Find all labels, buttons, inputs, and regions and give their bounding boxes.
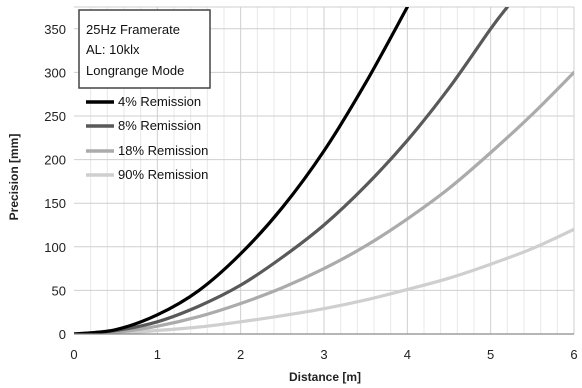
y-tick-label: 0 [59,327,66,342]
series-line-8-remission [74,7,509,334]
info-line-3: Longrange Mode [86,63,184,78]
x-tick-label: 5 [487,347,494,362]
info-line-2: AL: 10klx [86,42,140,57]
y-tick-label: 200 [44,153,66,168]
series-lines [74,7,574,334]
y-tick-label: 100 [44,240,66,255]
x-tick-label: 2 [237,347,244,362]
x-tick-label: 0 [70,347,77,362]
x-axis-title: Distance [m] [289,370,361,384]
series-line-4-remission [74,7,409,334]
axes: 0 1 2 3 4 5 6 0 50 100 150 200 250 300 350 [44,22,577,362]
series-line-18-remission [74,70,574,334]
y-tick-label: 150 [44,196,66,211]
legend-label: 18% Remission [118,143,208,158]
x-tick-label: 6 [570,347,577,362]
x-tick-label: 4 [404,347,411,362]
legend-label: 4% Remission [118,94,201,109]
legend-label: 90% Remission [118,167,208,182]
info-line-1: 25Hz Framerate [86,22,180,37]
series-line-90-remission [74,227,574,334]
legend: 4% Remission 8% Remission 18% Remission 90%… [86,94,208,182]
legend-label: 8% Remission [118,118,201,133]
y-tick-label: 50 [52,283,66,298]
x-tick-label: 3 [320,347,327,362]
y-tick-label: 350 [44,22,66,37]
y-tick-label: 300 [44,65,66,80]
x-tick-label: 1 [154,347,161,362]
y-axis-title: Precision [mm] [7,134,21,221]
info-box [78,9,211,89]
y-tick-label: 250 [44,109,66,124]
